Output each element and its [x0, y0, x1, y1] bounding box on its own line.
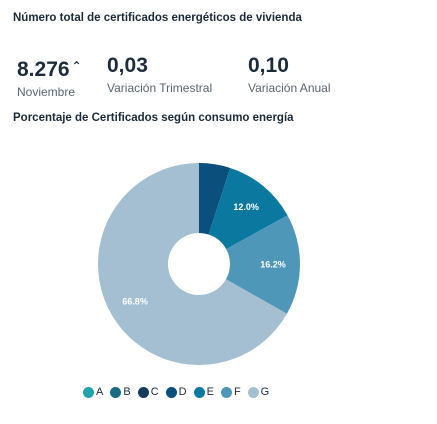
data-label-E: 12.0%: [233, 202, 259, 212]
data-label-F: 16.2%: [260, 259, 286, 269]
pie-slice-G[interactable]: [97, 163, 287, 365]
chart-title: Número total de certificados energéticos…: [13, 12, 302, 24]
legend-label-E: E: [206, 386, 214, 398]
trend-up-icon: ⌃: [71, 59, 82, 73]
legend-swatch-G: [247, 386, 259, 398]
legend-swatch-C: [137, 386, 149, 398]
legend-swatch-B: [110, 386, 122, 398]
kpi-quarterly-value: 0,03: [107, 54, 148, 77]
kpi-total-label: Noviembre: [17, 85, 76, 99]
legend-swatch-A: [83, 386, 94, 398]
kpi-annual-value: 0,10: [248, 54, 289, 77]
data-label-G: 66.8%: [122, 296, 148, 306]
legend-item-E[interactable]: E: [193, 386, 214, 398]
legend-item-A[interactable]: A: [83, 386, 103, 398]
legend-item-C[interactable]: C: [137, 386, 159, 398]
legend-label-C: C: [150, 386, 159, 398]
kpi-total: 8.276 ⌃ Noviembre: [17, 54, 82, 99]
legend-item-B[interactable]: B: [110, 386, 131, 398]
legend-label-A: A: [96, 386, 104, 398]
legend-item-F[interactable]: F: [220, 386, 241, 398]
kpi-quarterly-label: Variación Trimestral: [107, 81, 213, 95]
pie-chart-title: Porcentaje de Certificados según consumo…: [13, 112, 294, 124]
kpi-annual: 0,10 Variación Anual: [248, 54, 331, 95]
pie-slice-E[interactable]: [208, 167, 288, 250]
legend-swatch-E: [193, 386, 205, 398]
legend-label-G: G: [260, 386, 270, 398]
legend-item-G[interactable]: G: [247, 386, 270, 398]
legend-label-B: B: [123, 386, 131, 398]
kpi-total-value: 8.276: [17, 58, 70, 81]
legend-item-D[interactable]: D: [165, 386, 187, 398]
legend-label-D: D: [178, 386, 187, 398]
pie-slice-F[interactable]: [225, 215, 300, 314]
kpi-quarterly: 0,03 Variación Trimestral: [107, 54, 212, 95]
legend-label-F: F: [233, 386, 241, 398]
legend-swatch-D: [165, 386, 177, 398]
kpi-annual-label: Variación Anual: [248, 81, 331, 95]
pie-slice-D[interactable]: [199, 163, 231, 235]
legend-swatch-F: [220, 386, 232, 398]
chart-legend: A B C D E F G: [83, 386, 276, 398]
